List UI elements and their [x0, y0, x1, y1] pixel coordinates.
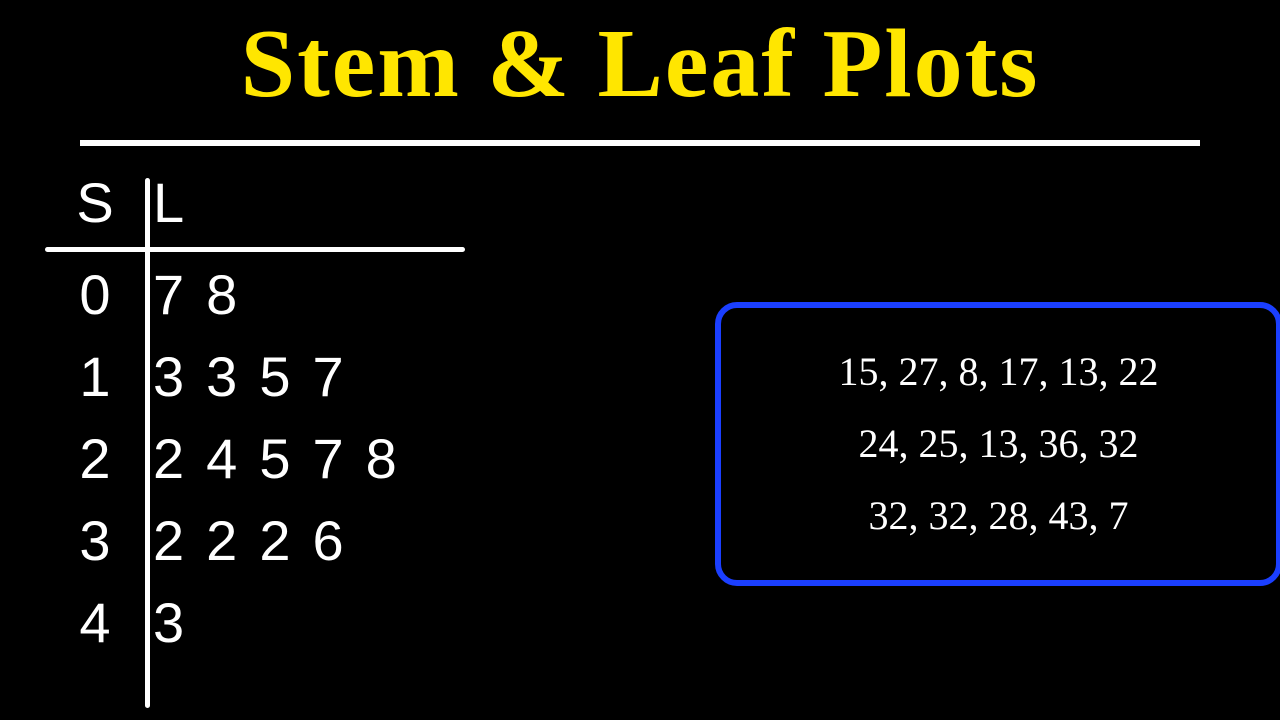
leaf: 3 — [153, 349, 184, 405]
plot-row: 2 2 4 5 7 8 — [55, 431, 397, 487]
leaf-values: 2 2 2 6 — [135, 513, 344, 569]
data-line: 15, 27, 8, 17, 13, 22 — [751, 336, 1246, 408]
plot-row: 0 7 8 — [55, 267, 397, 323]
stem-value: 2 — [55, 431, 135, 487]
leaf-values: 3 — [135, 595, 184, 651]
leaf-values: 2 4 5 7 8 — [135, 431, 397, 487]
leaf: 8 — [366, 431, 397, 487]
leaf: 4 — [206, 431, 237, 487]
data-list-box: 15, 27, 8, 17, 13, 22 24, 25, 13, 36, 32… — [715, 302, 1280, 586]
leaf: 3 — [206, 349, 237, 405]
plot-horizontal-line — [45, 247, 465, 252]
plot-vertical-line — [145, 178, 150, 708]
data-line: 32, 32, 28, 43, 7 — [751, 480, 1246, 552]
data-line: 24, 25, 13, 36, 32 — [751, 408, 1246, 480]
leaf: 2 — [153, 431, 184, 487]
leaf: 6 — [312, 513, 343, 569]
stem-value: 4 — [55, 595, 135, 651]
plot-row: 4 3 — [55, 595, 397, 651]
plot-rows: 0 7 8 1 3 3 5 7 2 2 4 5 7 8 — [55, 267, 397, 651]
leaf: 5 — [259, 431, 290, 487]
leaf: 3 — [153, 595, 184, 651]
leaf: 2 — [259, 513, 290, 569]
leaf: 7 — [312, 349, 343, 405]
leaf: 5 — [259, 349, 290, 405]
title-underline — [80, 140, 1200, 146]
leaf-header: L — [135, 175, 184, 231]
plot-header: S L — [55, 175, 397, 231]
page-title: Stem & Leaf Plots — [0, 8, 1280, 120]
plot-row: 3 2 2 2 6 — [55, 513, 397, 569]
leaf: 2 — [153, 513, 184, 569]
leaf: 7 — [312, 431, 343, 487]
stem-value: 3 — [55, 513, 135, 569]
leaf: 8 — [206, 267, 237, 323]
leaf: 7 — [153, 267, 184, 323]
stem-value: 0 — [55, 267, 135, 323]
leaf: 2 — [206, 513, 237, 569]
stem-value: 1 — [55, 349, 135, 405]
leaf-values: 7 8 — [135, 267, 237, 323]
stem-header: S — [55, 175, 135, 231]
leaf-values: 3 3 5 7 — [135, 349, 344, 405]
plot-row: 1 3 3 5 7 — [55, 349, 397, 405]
